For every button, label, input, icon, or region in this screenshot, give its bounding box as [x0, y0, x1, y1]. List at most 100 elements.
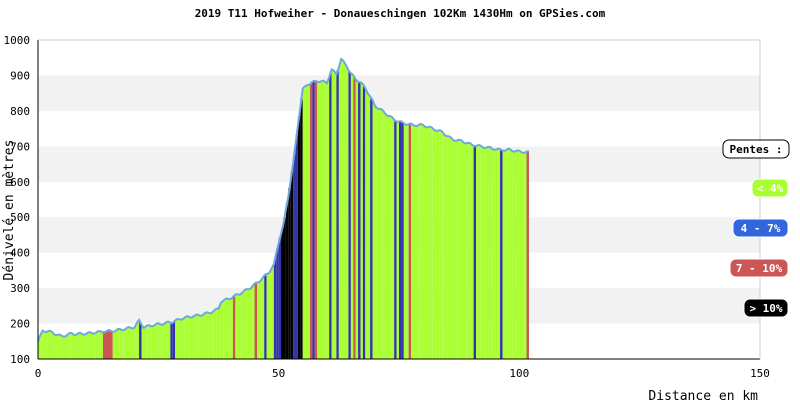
slope-bar [307, 83, 310, 360]
slope-bar [403, 123, 407, 359]
slope-bar [314, 81, 318, 360]
slope-bar [514, 150, 517, 359]
slope-bar [432, 129, 436, 359]
slope-bar [435, 129, 438, 359]
slope-bar [343, 63, 347, 360]
slope-bar [430, 128, 433, 359]
slope-bar [478, 146, 481, 359]
slope-bars [38, 60, 529, 360]
slope-bar [437, 130, 440, 359]
slope-bar [302, 88, 306, 359]
slope-bar [418, 125, 421, 359]
slope-bar [184, 317, 188, 359]
slope-bar [326, 79, 330, 359]
slope-bar [273, 259, 277, 359]
slope-bar [295, 134, 298, 359]
slope-bar [406, 123, 409, 359]
slope-bar [293, 154, 296, 359]
slope-bar [86, 333, 89, 359]
legend-title-text: Pentes : [730, 143, 783, 156]
slope-bar [386, 115, 390, 359]
slope-bar [83, 333, 87, 359]
slope-bar [143, 326, 147, 359]
slope-bar [502, 149, 505, 359]
slope-bar [341, 60, 344, 360]
slope-bar [269, 270, 272, 359]
slope-bar [189, 316, 193, 359]
slope-bar [50, 332, 53, 359]
slope-bar [454, 139, 457, 359]
slope-bar [288, 187, 291, 359]
slope-bar [329, 73, 332, 360]
elevation-line-path [37, 57, 530, 342]
slope-bar [216, 309, 219, 359]
slope-bar [305, 85, 308, 360]
slope-bar [372, 103, 375, 360]
slope-bar [76, 334, 79, 359]
x-axis-label: Distance en km [648, 389, 758, 400]
slope-bar [165, 322, 168, 359]
slope-bar [155, 324, 159, 359]
slope-bar [192, 316, 195, 359]
legend-item: < 4% [751, 178, 789, 198]
slope-bar [136, 322, 140, 359]
slope-bar [382, 111, 385, 360]
slope-bar [158, 324, 161, 359]
slope-bar [119, 329, 123, 359]
slope-bar [338, 63, 342, 360]
legend-item: 4 - 7% [732, 218, 789, 238]
slope-bar [319, 81, 322, 360]
y-tick-label: 500 [10, 211, 30, 224]
slope-bar [490, 148, 493, 359]
slope-bar [444, 134, 448, 359]
slope-bar [254, 283, 258, 359]
slope-bar [148, 325, 152, 359]
slope-bar [466, 143, 469, 359]
slope-bar [480, 146, 484, 359]
slope-bar [411, 124, 414, 359]
slope-bar [167, 322, 171, 359]
legend-swatch [732, 218, 789, 238]
legend-item: > 10% [743, 298, 789, 318]
slope-bar [297, 116, 301, 359]
x-tick-label: 150 [750, 367, 770, 380]
slope-bar [451, 139, 455, 359]
slope-bar [358, 81, 361, 360]
slope-bar [384, 113, 387, 359]
slope-bar [69, 333, 72, 359]
slope-bar [276, 247, 279, 359]
slope-bar [64, 335, 67, 359]
slope-bar [201, 314, 205, 359]
slope-bar [331, 71, 335, 359]
slope-bar [377, 108, 380, 359]
slope-bar [115, 330, 118, 359]
slope-bar [362, 86, 366, 359]
y-tick-label: 400 [10, 247, 30, 260]
slope-bar [439, 131, 443, 359]
chart-title: 2019 T11 Hofweiher - Donaueschingen 102K… [195, 7, 606, 20]
slope-bar [321, 81, 325, 360]
slope-bar [370, 98, 373, 359]
slope-bar [324, 82, 327, 360]
y-tick-label: 900 [10, 69, 30, 82]
slope-bar [500, 149, 503, 359]
slope-bar [379, 110, 383, 359]
slope-bar [208, 312, 212, 359]
slope-bar [59, 335, 63, 359]
legend-swatch [729, 258, 789, 278]
legend: Pentes : < 4% 4 - 7% 7 - 10% > 10% [722, 139, 790, 318]
slope-bar [127, 328, 130, 359]
slope-bar [524, 152, 527, 359]
slope-bar [374, 106, 378, 359]
slope-bar [401, 122, 404, 360]
slope-bar [300, 98, 303, 359]
x-tick-label: 50 [272, 367, 285, 380]
slope-bar [163, 323, 166, 359]
slope-bar [456, 140, 460, 359]
slope-bar [309, 82, 313, 360]
slope-bar [179, 318, 183, 359]
slope-bar [346, 67, 349, 359]
slope-bar [415, 125, 419, 359]
y-tick-label: 800 [10, 105, 30, 118]
slope-bar [95, 332, 99, 359]
